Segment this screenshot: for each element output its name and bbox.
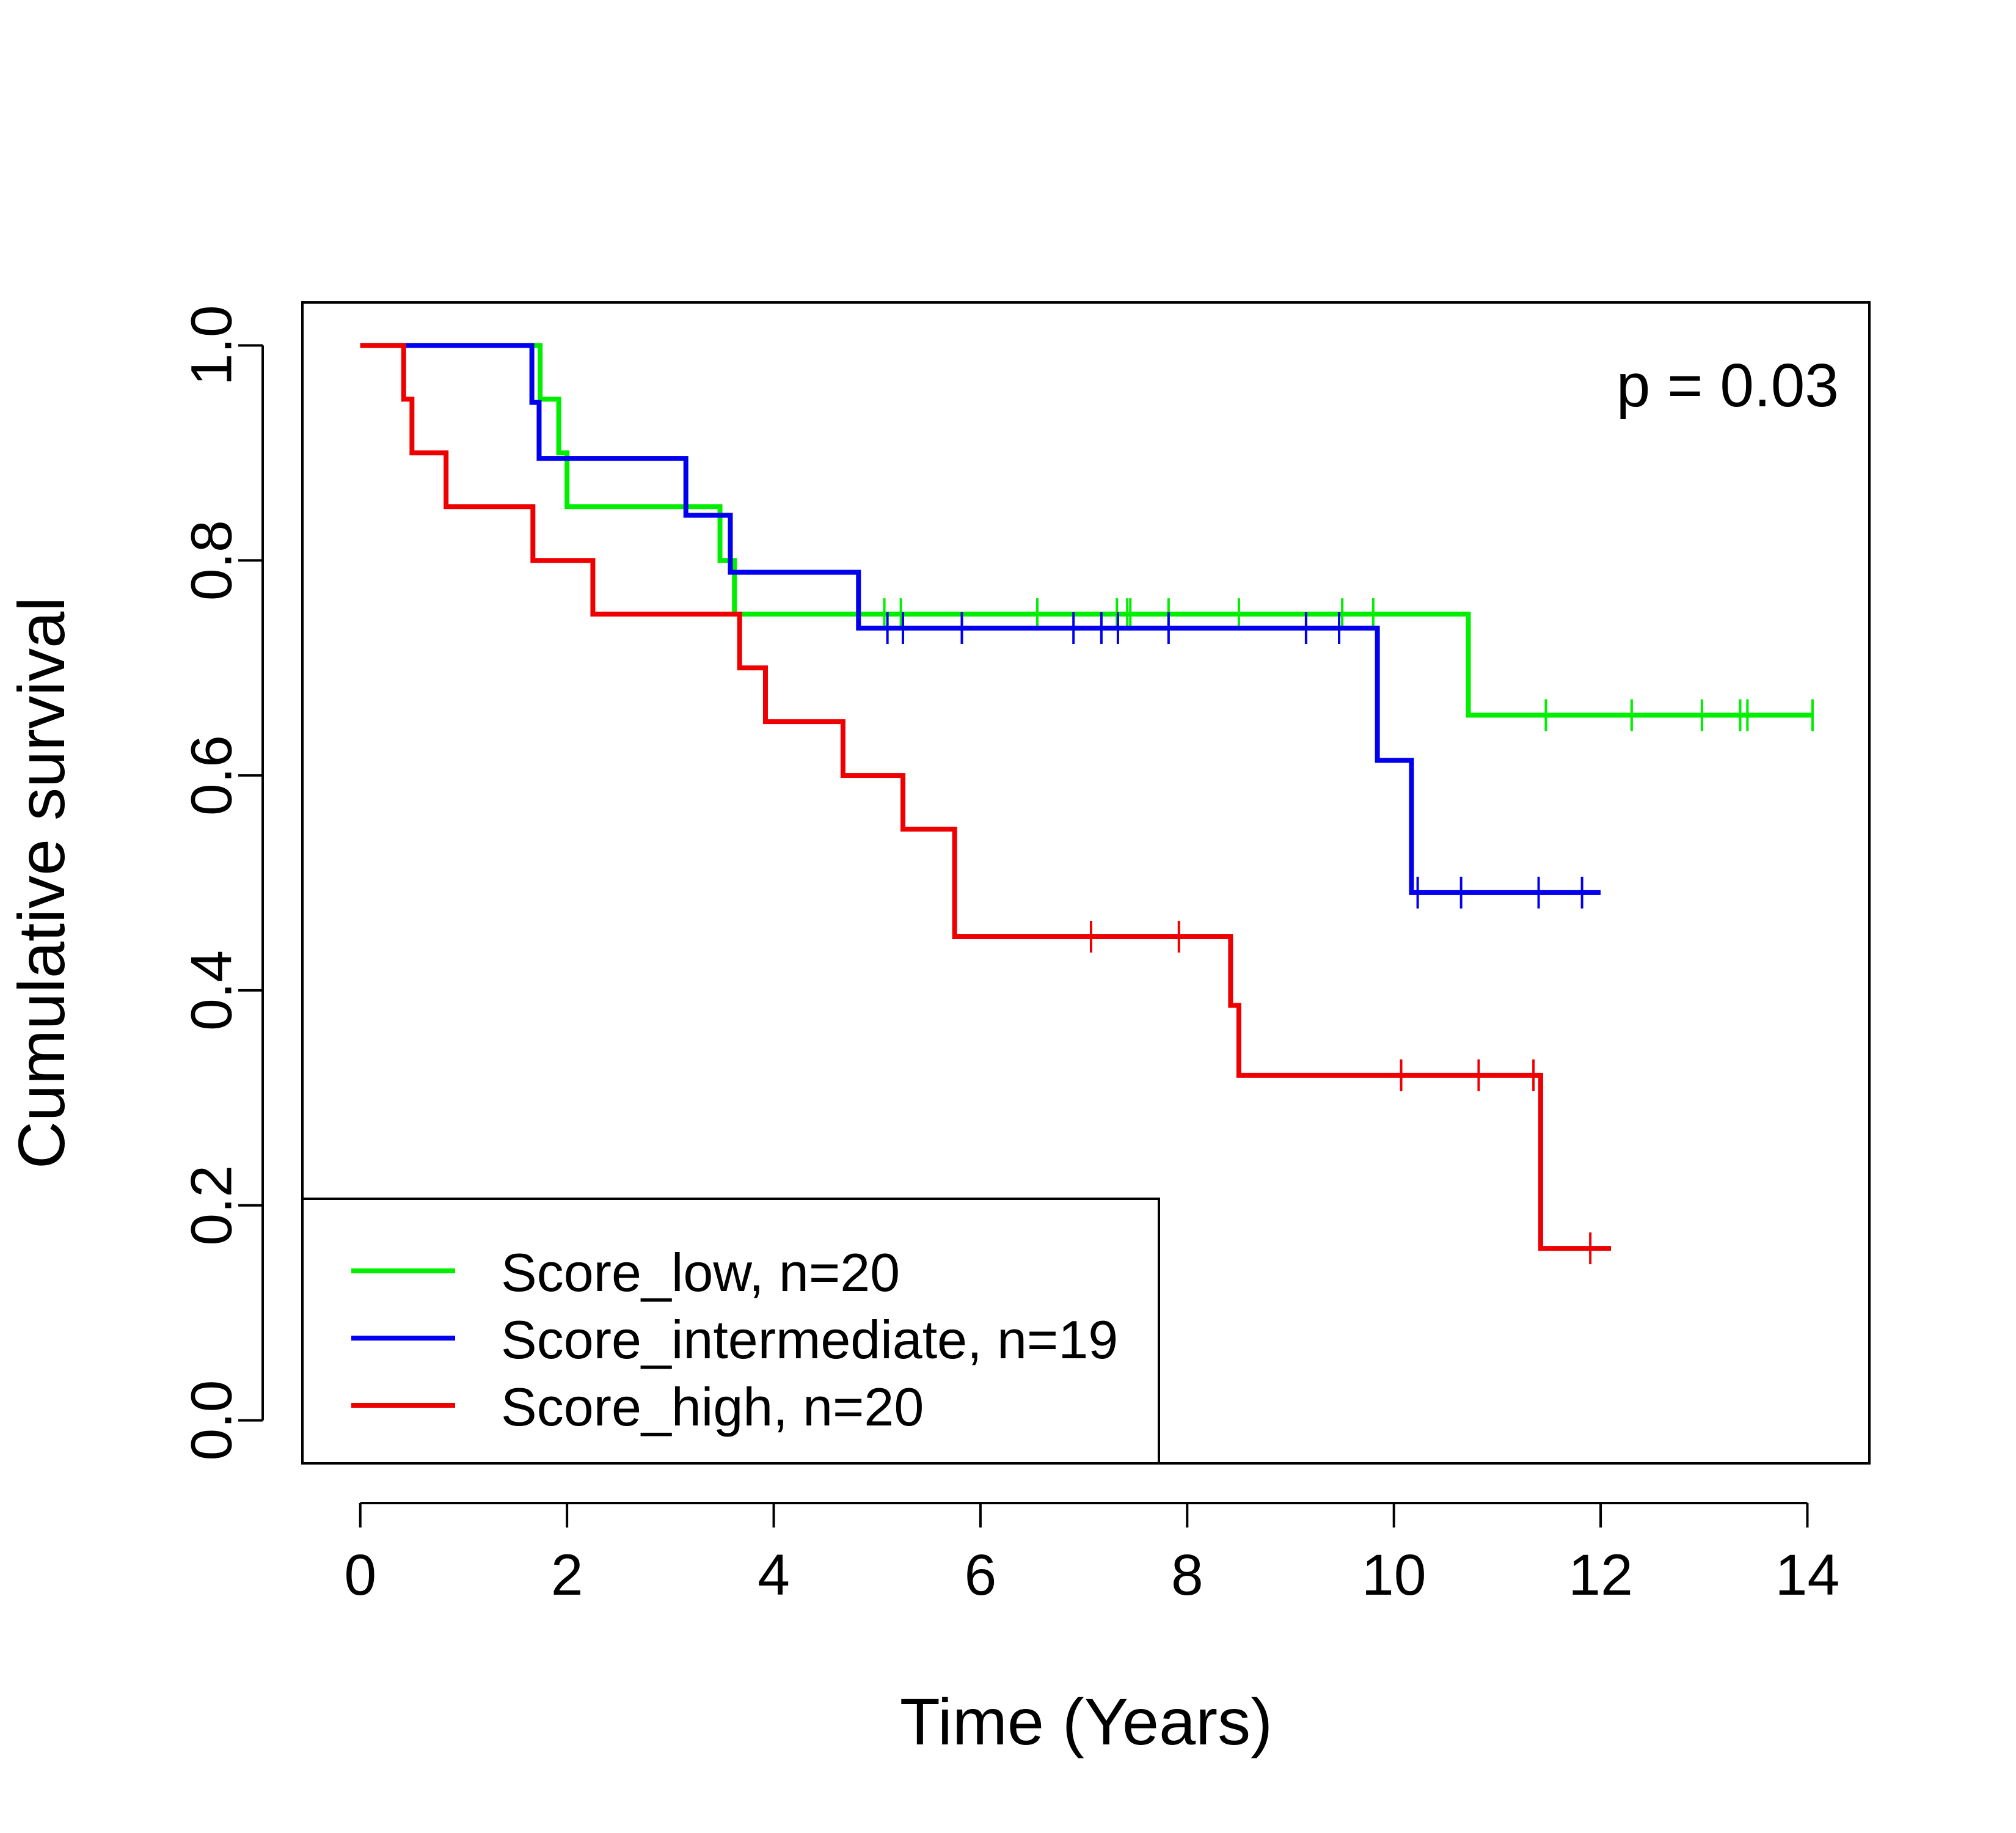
x-axis-label: Time (Years)	[900, 1685, 1273, 1758]
legend-label: Score_low, n=20	[501, 1242, 900, 1303]
y-tick-label: 0.2	[179, 1165, 244, 1246]
x-tick-label: 0	[344, 1543, 376, 1608]
x-tick-label: 8	[1171, 1543, 1203, 1608]
series-2	[360, 343, 1612, 1265]
y-tick-label: 0.4	[179, 950, 244, 1031]
p-value-annotation: p = 0.03	[1616, 351, 1839, 420]
series-layer	[360, 343, 1814, 1265]
x-tick-label: 12	[1568, 1543, 1633, 1608]
x-tick-label: 14	[1775, 1543, 1840, 1608]
legend-label: Score_intermediate, n=19	[501, 1309, 1118, 1370]
x-axis: 0 2 4 6 8 10 12 14	[344, 1502, 1840, 1608]
x-tick-label: 2	[551, 1543, 583, 1608]
legend-label: Score_high, n=20	[501, 1377, 924, 1437]
x-tick-label: 6	[964, 1543, 996, 1608]
y-axis: 0.0 0.2 0.4 0.6 0.8 1.0	[179, 305, 264, 1461]
x-tick-label: 4	[758, 1543, 790, 1608]
y-tick-label: 0.6	[179, 735, 244, 816]
y-tick-label: 0.0	[179, 1380, 244, 1461]
survival-curve	[360, 343, 1601, 895]
legend-box	[301, 1198, 1160, 1465]
y-tick-label: 1.0	[179, 305, 244, 386]
y-axis-label: Cumulative survival	[4, 597, 78, 1169]
y-tick-label: 0.8	[179, 520, 244, 601]
survival-curve	[360, 343, 1612, 1251]
survival-curve	[360, 343, 1813, 718]
x-tick-label: 10	[1362, 1543, 1426, 1608]
series-1	[360, 343, 1601, 909]
